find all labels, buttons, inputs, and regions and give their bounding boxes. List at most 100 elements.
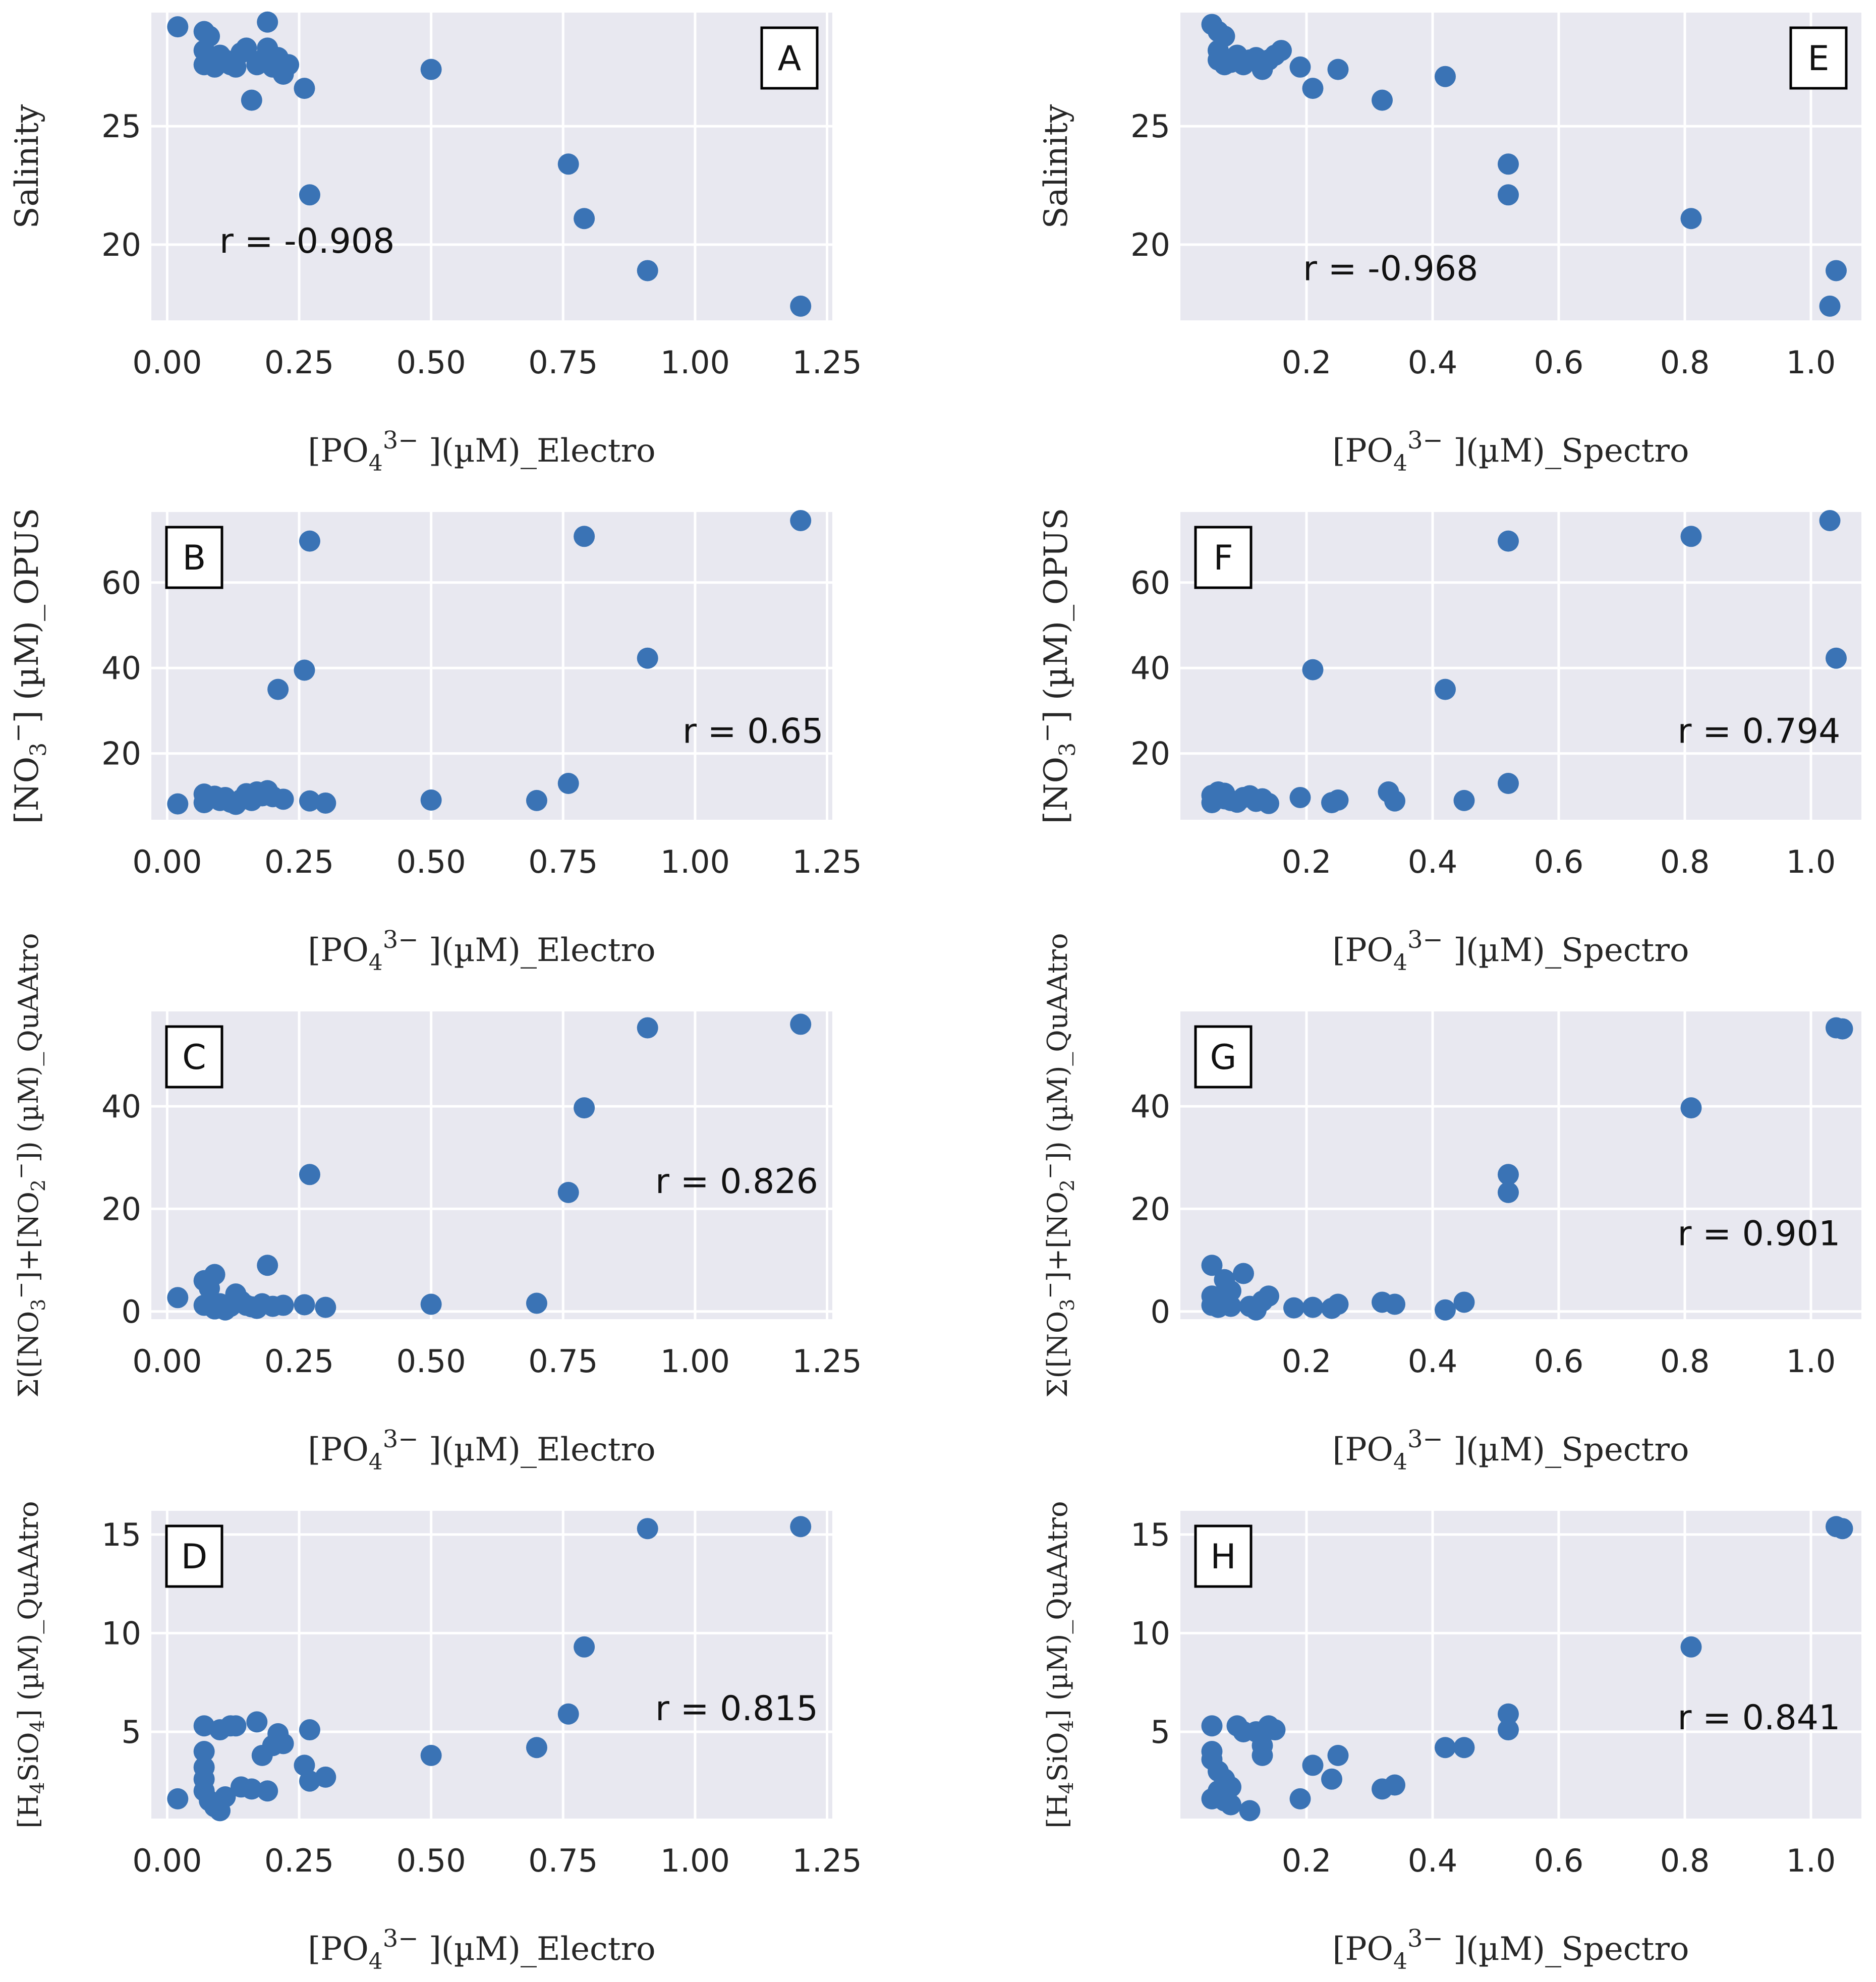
y-tick-label: 20 [1130,226,1170,263]
y-tick-label: 10 [101,1615,141,1652]
x-tick-label: 1.0 [1786,1842,1836,1879]
x-tick-label: 1.0 [1786,843,1836,880]
x-tick-label: 0.25 [264,344,334,381]
data-point [257,1780,278,1802]
data-point [420,59,442,80]
panel-label: E [1808,39,1830,79]
x-tick-label: 0.25 [264,1343,334,1380]
data-point [1289,786,1311,808]
data-point [1819,509,1841,531]
data-point [315,1766,336,1788]
correlation-annotation: r = -0.968 [1303,249,1478,289]
x-tick-label: 0.4 [1408,1343,1458,1380]
data-point [1201,1255,1223,1276]
x-tick-label: 0.4 [1408,843,1458,880]
data-point [637,1518,658,1540]
data-point [1372,89,1393,111]
data-point [225,1715,247,1737]
data-point [278,54,300,76]
data-point [1498,1703,1519,1725]
data-point [1220,1794,1241,1816]
y-tick-label: 15 [101,1516,141,1553]
data-point [1819,295,1841,317]
panel-label-box [165,526,223,589]
data-point [241,89,262,111]
x-tick-label: 1.25 [792,1343,862,1380]
data-point [1498,1719,1519,1741]
data-point [574,208,595,230]
y-axis-label: [NO3−] (µM)_OPUS [1033,508,1081,824]
y-axis-label: [NO3−] (µM)_OPUS [4,508,51,824]
data-point [294,78,315,99]
data-point [1239,1800,1261,1822]
x-tick-label: 0.6 [1534,843,1584,880]
data-point [1327,789,1349,811]
data-point [1453,1291,1475,1313]
data-point [294,1294,315,1316]
data-point [1384,1293,1405,1315]
panel-F: 0.2 0.4 0.6 0.8 1.0 20 40 60 Fr = 0.794 [PO43− ](… [1033,508,1861,976]
data-point [299,1164,320,1185]
data-point [167,1788,189,1809]
data-point [526,1737,547,1759]
data-point [1302,1296,1324,1318]
panel-H: 0.2 0.4 0.6 0.8 1.0 5 10 15 Hr = 0.841 [PO43− ](µ… [1042,1501,1861,1974]
data-point [267,678,289,700]
data-point [790,295,812,317]
data-point [167,793,189,815]
x-tick-label: 0.2 [1282,1842,1332,1879]
x-tick-label: 1.25 [792,344,862,381]
data-point [167,16,189,38]
data-point [574,1097,595,1119]
x-tick-label: 0.50 [396,1343,466,1380]
data-point [1453,789,1475,811]
data-point [1384,790,1405,812]
data-point [1435,66,1456,87]
data-point [315,792,336,814]
panel-label: D [181,1537,207,1577]
correlation-annotation: r = 0.826 [655,1162,818,1202]
data-point [420,1293,442,1315]
y-tick-label: 5 [1151,1714,1170,1750]
data-point [420,789,442,811]
data-point [236,37,257,59]
data-point [1832,1518,1853,1540]
y-axis-label: [H4SiO4] (µM)_QuAAtro [13,1501,48,1829]
data-point [637,647,658,669]
data-point [557,1703,579,1725]
x-tick-label: 0.25 [264,1842,334,1879]
panel-label: H [1210,1537,1236,1577]
panel-A: 0.00 0.25 0.50 0.75 1.00 1.25 20 25 Ar = -0.908 [… [9,11,862,476]
x-axis-label: [PO43− ](µM)_Spectro [1332,1425,1689,1475]
x-tick-label: 0.00 [132,1842,202,1879]
data-point [557,772,579,794]
data-point [204,1264,225,1285]
x-axis-label: [PO43− ](µM)_Spectro [1332,926,1689,976]
data-point [299,1719,320,1741]
data-point [1498,184,1519,206]
data-point [1289,56,1311,78]
panel-E: 0.2 0.4 0.6 0.8 1.0 20 25 Er = -0.968 [PO43− ](µ… [1038,13,1861,476]
data-point [1302,1754,1324,1776]
data-point [1252,1744,1273,1766]
data-point [574,1636,595,1658]
data-point [1435,678,1456,700]
x-tick-label: 1.00 [660,1343,730,1380]
data-point [1680,1097,1702,1119]
data-point [299,1770,320,1792]
data-point [294,659,315,681]
plot-area [151,512,832,820]
data-point [299,184,320,206]
data-point [1435,1737,1456,1759]
x-axis-label: [PO43− ](µM)_Electro [308,426,655,476]
panel-label-box [1194,1524,1253,1588]
x-tick-label: 0.50 [396,344,466,381]
data-point [1435,1299,1456,1321]
correlation-annotation: r = 0.901 [1678,1214,1841,1254]
data-point [1680,208,1702,230]
panel-label-box [1789,26,1848,90]
y-tick-label: 5 [122,1714,141,1750]
data-point [1258,792,1279,814]
data-point [257,1255,278,1276]
panel-label: F [1213,538,1233,578]
